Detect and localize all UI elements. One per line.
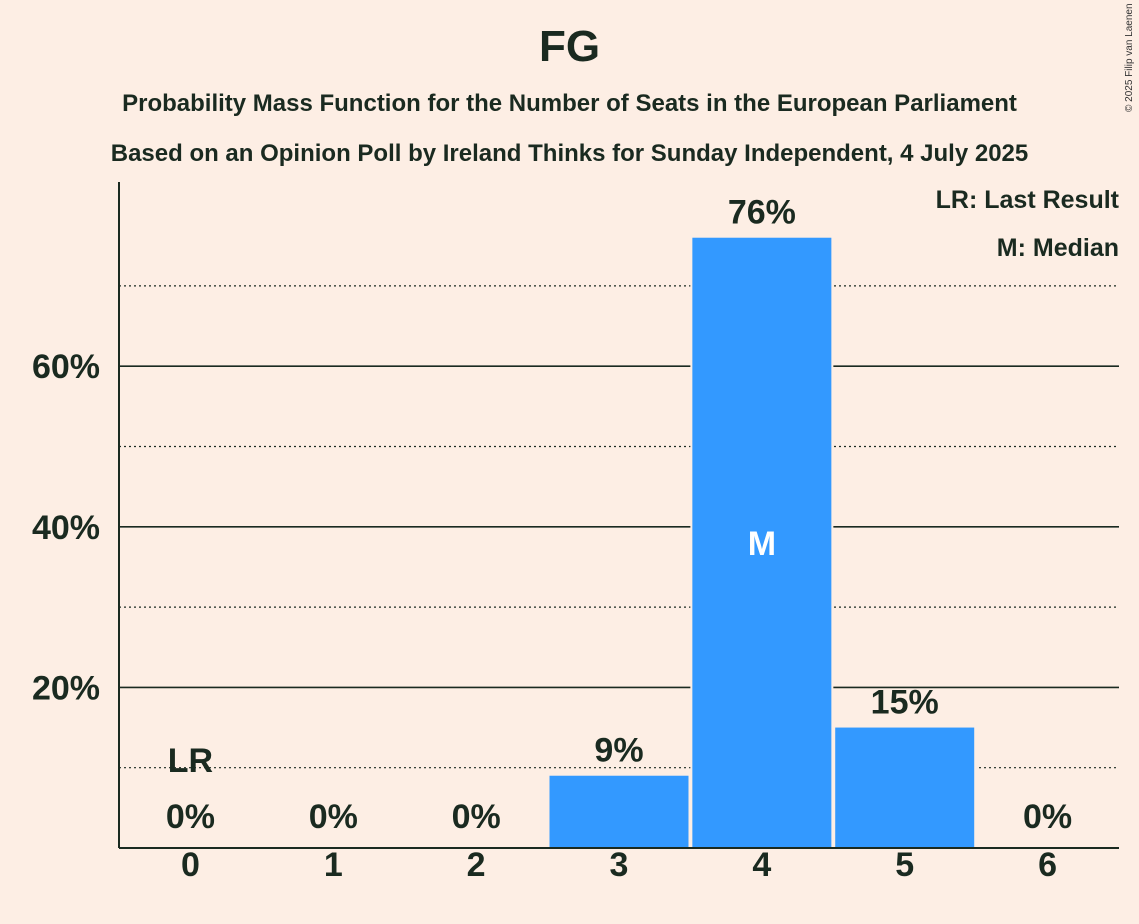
- chart-subtitle: Probability Mass Function for the Number…: [122, 90, 1017, 117]
- value-label-2: 0%: [452, 798, 501, 836]
- legend-median: M: Median: [996, 234, 1119, 262]
- bar-4: [692, 237, 832, 849]
- x-tick-label-0: 0: [181, 846, 200, 884]
- bar-3: [549, 775, 689, 848]
- x-tick-label-1: 1: [324, 846, 343, 884]
- value-label-3: 9%: [594, 732, 643, 770]
- gridlines: [119, 285, 1119, 769]
- x-tick-label-6: 6: [1038, 846, 1057, 884]
- bar-5: [835, 727, 975, 848]
- value-label-1: 0%: [309, 798, 358, 836]
- x-tick-label-4: 4: [752, 846, 771, 884]
- x-tick-label-5: 5: [895, 846, 914, 884]
- x-tick-label-2: 2: [467, 846, 486, 884]
- median-marker: M: [748, 525, 776, 563]
- y-tick-label: 40%: [32, 509, 100, 547]
- bars: [547, 236, 977, 849]
- chart-title: FG: [538, 22, 601, 71]
- value-label-6: 0%: [1023, 798, 1072, 836]
- last-result-marker: LR: [168, 742, 213, 780]
- value-label-0: 0%: [166, 798, 215, 836]
- y-tick-label: 20%: [32, 669, 100, 707]
- axes: 20% 40% 60% 0 1 2 3 4 5 6: [32, 182, 1119, 884]
- y-tick-label: 60%: [32, 348, 100, 386]
- value-label-4: 76%: [728, 194, 796, 232]
- value-labels: 0% LR 0% 0% 9% 76% M 15% 0%: [166, 194, 1072, 836]
- legend-last-result: LR: Last Result: [935, 186, 1119, 214]
- x-tick-label-3: 3: [610, 846, 629, 884]
- value-label-5: 15%: [871, 684, 939, 722]
- chart-source: Based on an Opinion Poll by Ireland Thin…: [110, 140, 1029, 167]
